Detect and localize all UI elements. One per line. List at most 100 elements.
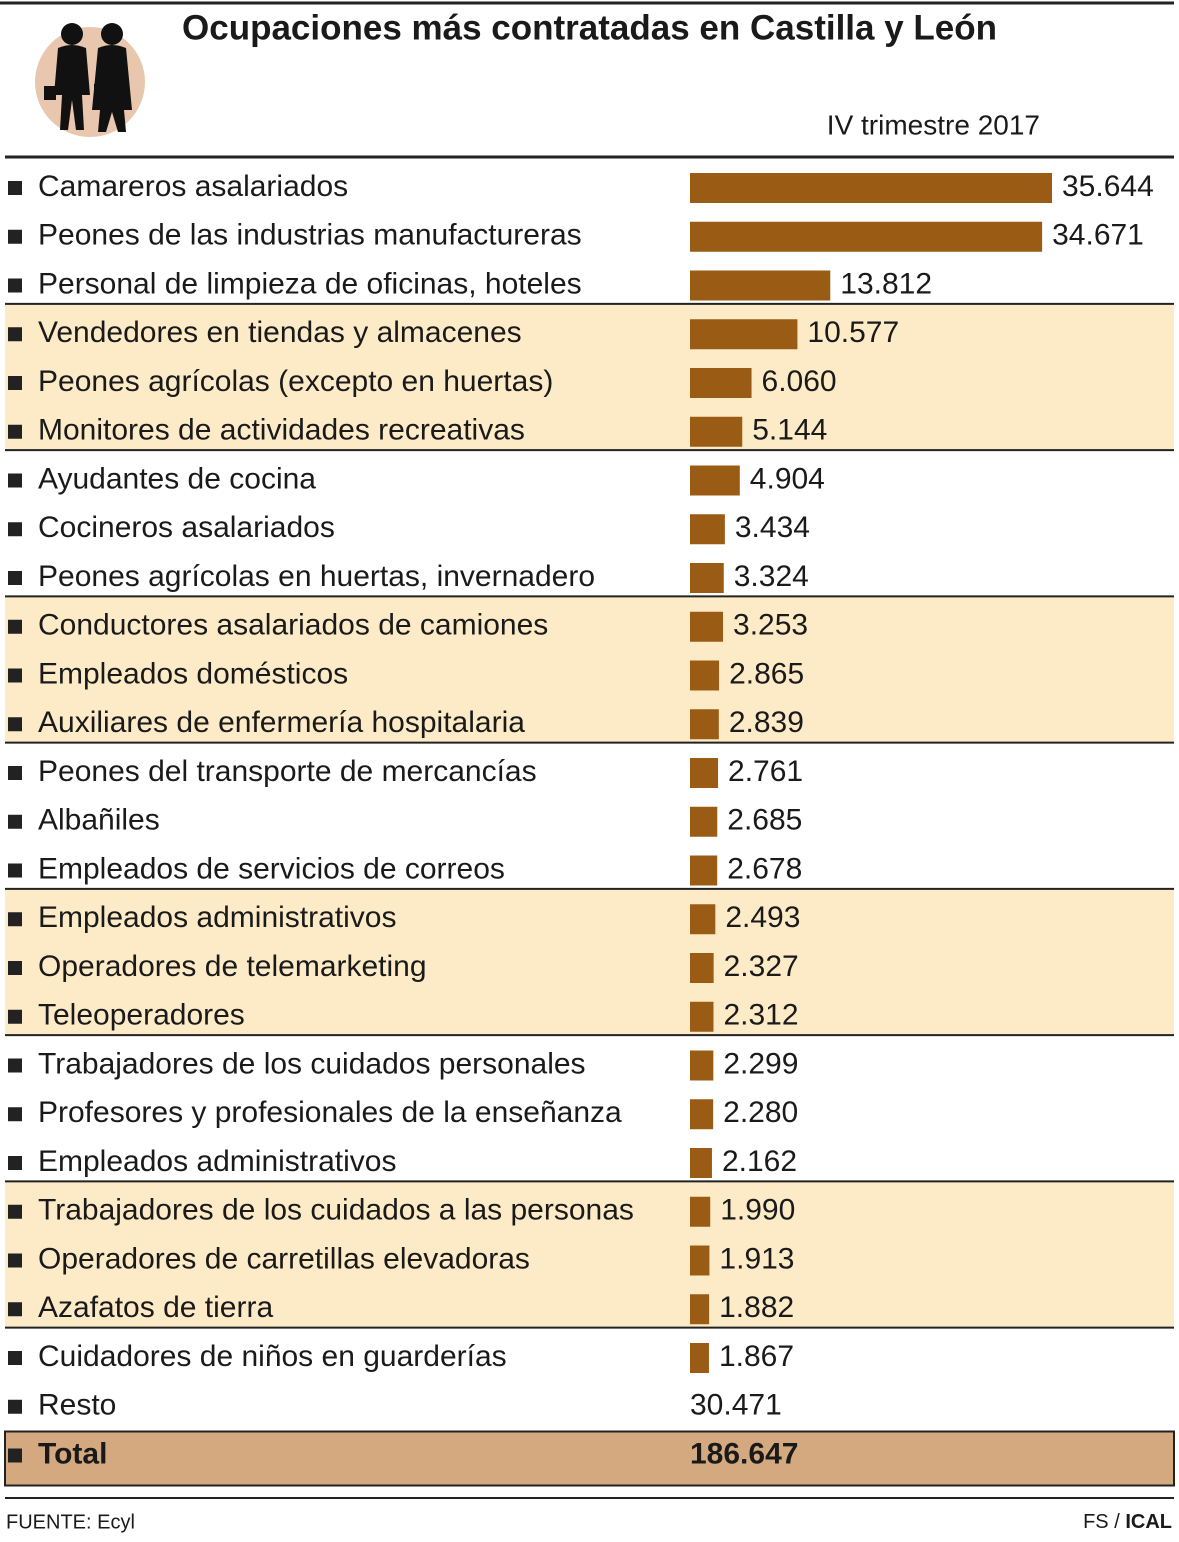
value-label: 2.299	[723, 1047, 798, 1080]
category-label: Ayudantes de cocina	[38, 462, 316, 495]
bullet	[8, 1009, 22, 1024]
bar	[690, 1001, 714, 1032]
bar	[690, 758, 719, 788]
bar	[690, 368, 752, 398]
bullet	[8, 1058, 22, 1073]
bar	[690, 709, 719, 740]
category-label: Teleoperadores	[38, 999, 245, 1032]
bullet	[8, 1351, 22, 1365]
category-label: Peones agrícolas (excepto en huertas)	[38, 365, 553, 398]
category-label: Trabajadores de los cuidados a las perso…	[38, 1194, 634, 1227]
rest-value: 30.471	[690, 1389, 782, 1422]
bullet	[8, 1107, 22, 1122]
row-band	[5, 596, 1174, 743]
bullet	[8, 766, 22, 780]
bar	[690, 806, 718, 837]
bar	[690, 514, 725, 545]
bar	[690, 1148, 712, 1178]
bullet	[8, 1204, 22, 1219]
total-band	[4, 1430, 1175, 1487]
bullet	[8, 522, 22, 537]
value-label: 1.913	[719, 1242, 794, 1275]
bullet	[8, 1156, 22, 1170]
category-label: Empleados de servicios de correos	[38, 852, 505, 885]
bar	[690, 319, 798, 350]
credit-agency: ICAL	[1125, 1511, 1172, 1533]
category-label: Personal de limpieza de oficinas, hotele…	[38, 267, 582, 300]
bullet	[8, 181, 22, 195]
total-label: Total	[38, 1437, 107, 1470]
bullet	[8, 912, 22, 927]
category-label: Trabajadores de los cuidados personales	[38, 1047, 586, 1080]
category-label: Azafatos de tierra	[38, 1291, 273, 1324]
value-label: 4.904	[750, 462, 825, 495]
value-label: 3.324	[734, 560, 809, 593]
value-label: 2.678	[727, 852, 802, 885]
bullet	[8, 863, 22, 878]
bullet	[8, 1302, 22, 1317]
bar	[690, 660, 720, 691]
category-label: Camareros asalariados	[38, 170, 348, 203]
value-label: 35.644	[1062, 170, 1154, 203]
category-label: Peones del transporte de mercancías	[38, 755, 537, 788]
bar	[690, 855, 718, 886]
bar	[690, 416, 743, 447]
category-label: Operadores de carretillas elevadoras	[38, 1242, 530, 1275]
category-label: Cuidadores de niños en guarderías	[38, 1340, 507, 1373]
category-label: Monitores de actividades recreativas	[38, 414, 525, 447]
bands	[5, 302, 1174, 1329]
category-label: Empleados domésticos	[38, 657, 348, 690]
bullet	[8, 229, 22, 244]
bar	[690, 465, 740, 496]
category-label: Operadores de telemarketing	[38, 950, 427, 983]
bar	[690, 563, 724, 593]
value-label: 2.162	[722, 1145, 797, 1178]
bullet	[8, 668, 22, 683]
category-label: Peones agrícolas en huertas, invernadero	[38, 560, 595, 593]
bullet	[8, 1448, 22, 1463]
value-label: 2.280	[723, 1096, 798, 1129]
value-label: 2.761	[728, 755, 803, 788]
bullet	[8, 1253, 22, 1268]
category-label: Conductores asalariados de camiones	[38, 609, 548, 642]
category-label: Vendedores en tiendas y almacenes	[38, 316, 522, 349]
value-label: 3.434	[735, 511, 810, 544]
value-label: 2.312	[723, 999, 798, 1032]
total-value: 186.647	[690, 1437, 798, 1470]
value-label: 10.577	[807, 316, 899, 349]
category-label: Cocineros asalariados	[38, 511, 335, 544]
row-band	[5, 1181, 1174, 1328]
bullet	[8, 1399, 22, 1414]
bullet	[8, 814, 22, 829]
bar	[690, 1343, 709, 1373]
bar	[690, 1099, 714, 1130]
value-label: 2.865	[729, 657, 804, 690]
bullet	[8, 717, 22, 732]
bullet	[8, 424, 22, 439]
category-label: Empleados administrativos	[38, 1145, 397, 1178]
bar	[690, 953, 714, 983]
category-label: Auxiliares de enfermería hospitalaria	[38, 706, 525, 739]
credit-author: FS /	[1083, 1511, 1120, 1533]
rows: Camareros asalariados 35.644 Peones de las…	[4, 170, 1175, 1487]
value-label: 2.685	[727, 804, 802, 837]
value-label: 1.990	[720, 1194, 795, 1227]
value-label: 5.144	[752, 414, 827, 447]
icon	[35, 23, 145, 137]
category-label: Profesores y profesionales de la enseñan…	[38, 1096, 622, 1129]
bullet	[8, 376, 22, 390]
bar	[690, 221, 1043, 252]
value-label: 1.867	[719, 1340, 794, 1373]
bar	[690, 1050, 714, 1081]
bar	[690, 611, 724, 642]
bar	[690, 904, 716, 935]
value-label: 2.839	[729, 706, 804, 739]
bullet	[8, 619, 22, 634]
category-label: Peones de las industrias manufactureras	[38, 219, 582, 252]
bullet	[8, 571, 22, 585]
value-label: 6.060	[762, 365, 837, 398]
value-label: 2.493	[725, 901, 800, 934]
value-label: 34.671	[1052, 219, 1144, 252]
value-label: 1.882	[719, 1291, 794, 1324]
rest-label: Resto	[38, 1389, 116, 1422]
